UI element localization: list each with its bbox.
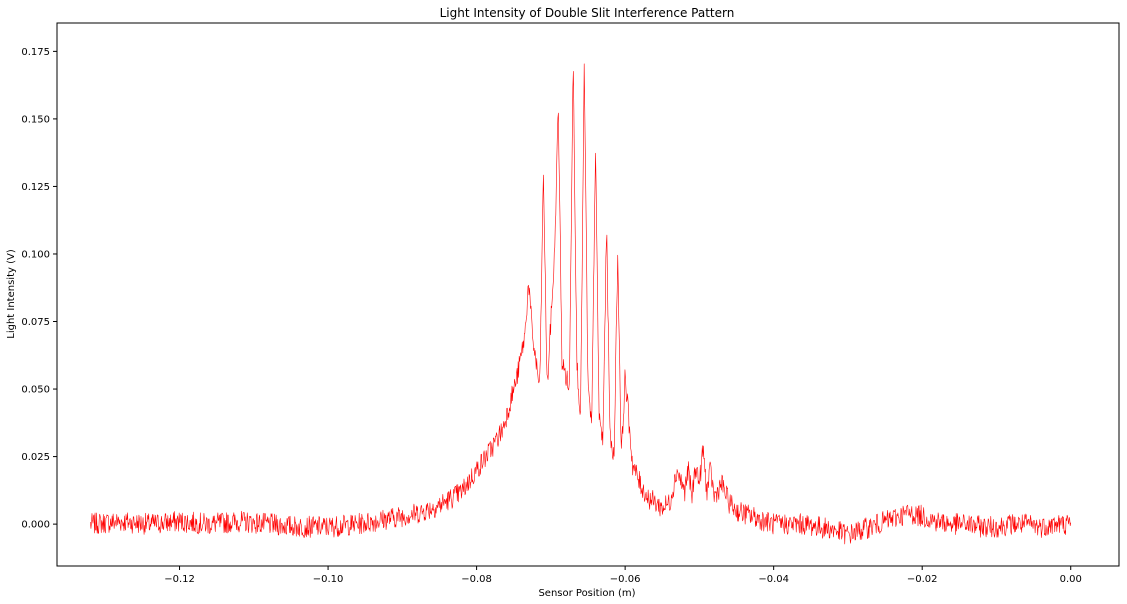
x-axis-label: Sensor Position (m) [538, 588, 635, 599]
x-tick-label: −0.02 [907, 574, 938, 585]
x-tick-label: 0.00 [1060, 574, 1082, 585]
x-tick-label: −0.08 [461, 574, 492, 585]
y-tick-label: 0.050 [21, 385, 50, 396]
y-tick-label: 0.075 [21, 317, 50, 328]
x-axis-ticks: −0.12 −0.10 −0.08 −0.06 −0.04 −0.02 0.00 [164, 566, 1082, 585]
y-tick-label: 0.000 [21, 520, 50, 531]
plot-area [56, 22, 1120, 567]
y-tick-label: 0.175 [21, 47, 50, 58]
y-axis-label: Light Intensity (V) [6, 249, 17, 339]
x-tick-label: −0.12 [164, 574, 195, 585]
series-layer [90, 63, 1072, 545]
series-line-0 [90, 63, 1072, 545]
y-tick-label: 0.150 [21, 114, 50, 125]
y-tick-label: 0.100 [21, 249, 50, 260]
y-axis-ticks: 0.000 0.025 0.050 0.075 0.100 0.125 0.150 0.175 [21, 47, 57, 531]
x-tick-label: −0.10 [313, 574, 344, 585]
y-tick-label: 0.025 [21, 452, 50, 463]
x-tick-label: −0.06 [610, 574, 641, 585]
y-tick-label: 0.125 [21, 182, 50, 193]
chart-title: Light Intensity of Double Slit Interfere… [440, 6, 735, 20]
x-tick-label: −0.04 [758, 574, 789, 585]
axes-frame [56, 22, 1120, 567]
